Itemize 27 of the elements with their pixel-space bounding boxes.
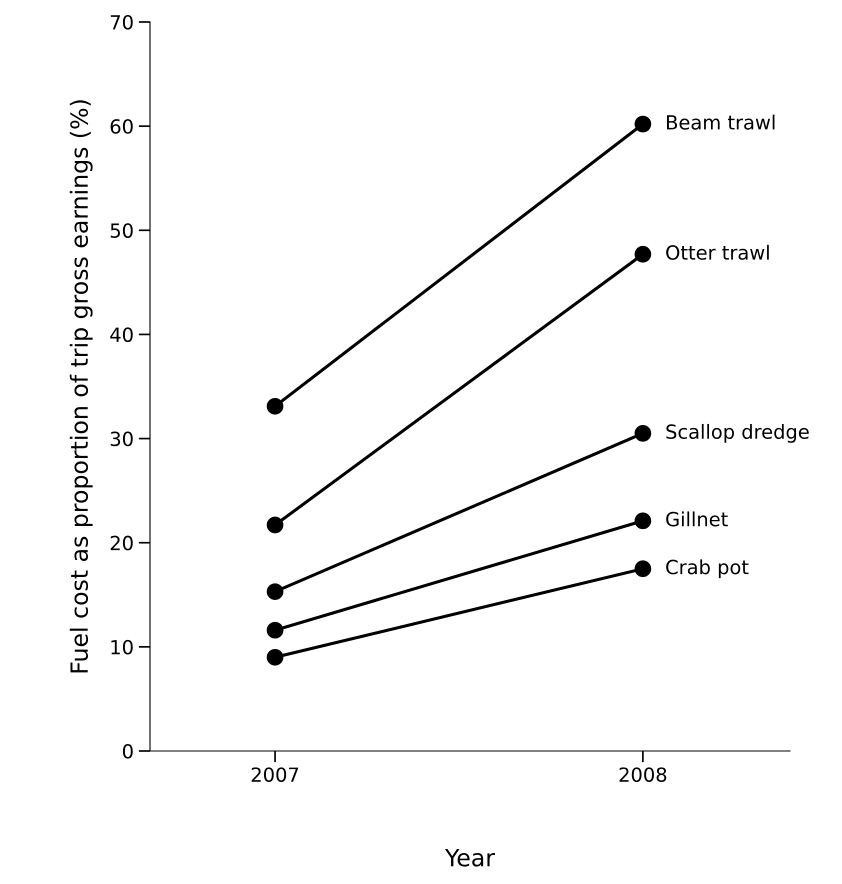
point <box>634 246 652 263</box>
y-tick-label: 70 <box>110 14 133 30</box>
series-label: Beam trawl <box>667 114 774 130</box>
point <box>266 622 284 639</box>
series-label: Crab pot <box>666 559 749 578</box>
series-label: Otter trawl <box>666 244 769 260</box>
point <box>634 512 652 530</box>
series-label: Gillnet <box>666 511 728 526</box>
point <box>634 116 652 132</box>
y-tick-label: 0 <box>122 744 133 759</box>
point <box>634 560 652 578</box>
series-label: Scallop dredge <box>666 424 809 443</box>
point <box>266 398 284 415</box>
x-axis-title: Year <box>444 849 495 867</box>
point <box>266 516 284 534</box>
y-tick-label: 50 <box>110 223 133 238</box>
x-tick-label: 2008 <box>620 767 666 782</box>
x-tick-label: 2007 <box>252 767 298 782</box>
y-axis-title: Fuel cost as proportion of trip gross earnings (%) <box>70 100 93 672</box>
y-tick-label: 30 <box>110 432 133 446</box>
y-tick-label: 40 <box>110 327 133 342</box>
y-tick-label: 20 <box>110 536 133 550</box>
point <box>634 425 652 442</box>
y-tick-label: 60 <box>110 119 133 134</box>
y-tick-label: 10 <box>111 640 133 655</box>
point <box>266 583 284 600</box>
point <box>266 648 284 666</box>
